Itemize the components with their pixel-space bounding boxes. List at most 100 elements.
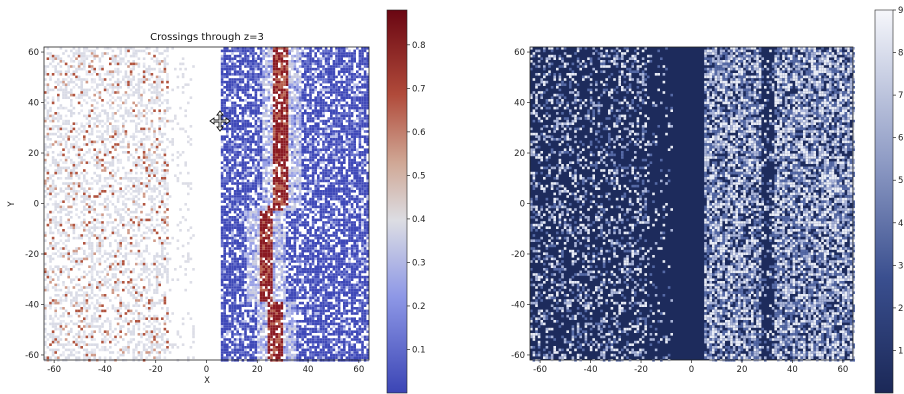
heatmap-cell	[228, 223, 232, 227]
heatmap-cell	[363, 125, 367, 128]
heatmap-cell	[348, 213, 351, 216]
heatmap-cell	[137, 73, 141, 76]
heatmap-cell	[80, 67, 83, 71]
heatmap-cell	[366, 122, 369, 125]
heatmap-cell	[93, 140, 96, 144]
heatmap-cell	[317, 125, 320, 128]
heatmap-cell	[345, 96, 349, 99]
heatmap-cell	[366, 88, 369, 92]
heatmap-cell	[324, 106, 328, 110]
heatmap-cell	[356, 122, 359, 125]
heatmap-cell	[319, 52, 323, 55]
heatmap-cell	[246, 174, 250, 177]
heatmap-cell	[228, 80, 232, 84]
heatmap-cell	[356, 148, 359, 151]
heatmap-cell	[83, 47, 86, 50]
heatmap-cell	[327, 164, 330, 167]
heatmap-cell	[220, 135, 224, 138]
heatmap-cell	[322, 54, 325, 58]
heatmap-cell	[223, 208, 226, 211]
heatmap-cell	[226, 161, 229, 164]
heatmap-cell	[241, 210, 245, 214]
heatmap-cell	[304, 203, 307, 206]
heatmap-cell	[366, 78, 369, 81]
heatmap-cell	[155, 145, 159, 149]
heatmap-cell	[272, 223, 276, 227]
heatmap-cell	[267, 140, 271, 144]
heatmap-cell	[275, 119, 278, 123]
heatmap-cell	[106, 47, 109, 50]
heatmap-cell	[77, 174, 81, 177]
heatmap-cell	[137, 112, 141, 115]
heatmap-cell	[233, 67, 237, 71]
heatmap-cell	[77, 127, 81, 131]
heatmap-cell	[249, 114, 252, 118]
heatmap-cell	[132, 234, 135, 237]
heatmap-cell	[311, 151, 315, 154]
heatmap-cell	[244, 106, 247, 110]
heatmap-cell	[327, 135, 330, 138]
heatmap-cell	[103, 166, 107, 170]
heatmap-cell	[335, 93, 338, 97]
heatmap-cell	[296, 143, 299, 146]
heatmap-cell	[231, 78, 234, 81]
heatmap-cell	[98, 78, 102, 81]
heatmap-cell	[246, 182, 250, 185]
heatmap-cell	[148, 151, 151, 154]
heatmap-cell	[322, 226, 325, 229]
heatmap-cell	[158, 109, 161, 112]
heatmap-cell	[77, 216, 81, 219]
heatmap-cell	[252, 200, 255, 203]
heatmap-cell	[270, 218, 273, 222]
heatmap-cell	[314, 127, 317, 131]
heatmap-cell	[145, 78, 148, 81]
heatmap-cell	[298, 104, 302, 107]
heatmap-cell	[358, 62, 362, 66]
heatmap-cell	[111, 73, 115, 76]
heatmap-cell	[278, 101, 281, 105]
heatmap-cell	[226, 216, 229, 219]
heatmap-cell	[353, 197, 356, 201]
heatmap-cell	[265, 231, 268, 235]
heatmap-cell	[226, 99, 229, 102]
heatmap-cell	[270, 171, 273, 175]
heatmap-cell	[111, 130, 115, 133]
heatmap-cell	[233, 127, 237, 131]
heatmap-cell	[54, 216, 57, 219]
heatmap-cell	[265, 216, 268, 219]
heatmap-cell	[44, 234, 47, 237]
heatmap-cell	[366, 119, 369, 123]
heatmap-cell	[340, 169, 343, 172]
heatmap-cell	[285, 54, 289, 58]
heatmap-cell	[184, 164, 187, 167]
heatmap-cell	[145, 117, 148, 120]
heatmap-cell	[296, 210, 299, 214]
heatmap-cell	[288, 99, 291, 102]
heatmap-cell	[119, 177, 122, 180]
heatmap-cell	[304, 195, 307, 198]
heatmap-cell	[319, 234, 323, 237]
heatmap-cell	[93, 80, 96, 84]
heatmap-cell	[116, 169, 120, 172]
heatmap-cell	[267, 190, 271, 193]
heatmap-cell	[75, 197, 78, 201]
heatmap-cell	[163, 226, 167, 229]
heatmap-cell	[241, 153, 245, 157]
heatmap-cell	[335, 177, 338, 180]
heatmap-cell	[163, 210, 167, 214]
heatmap-cell	[114, 239, 117, 242]
heatmap-cell	[270, 156, 273, 159]
heatmap-cell	[51, 117, 55, 120]
heatmap-cell	[72, 190, 76, 193]
heatmap-cell	[150, 75, 154, 79]
heatmap-cell	[356, 161, 359, 164]
heatmap-cell	[116, 96, 120, 99]
heatmap-cell	[288, 106, 291, 110]
heatmap-cell	[127, 78, 130, 81]
heatmap-cell	[111, 83, 115, 86]
heatmap-cell	[67, 96, 70, 99]
heatmap-cell	[278, 109, 281, 112]
heatmap-cell	[348, 70, 351, 73]
heatmap-cell	[233, 226, 237, 229]
heatmap-cell	[278, 234, 281, 237]
